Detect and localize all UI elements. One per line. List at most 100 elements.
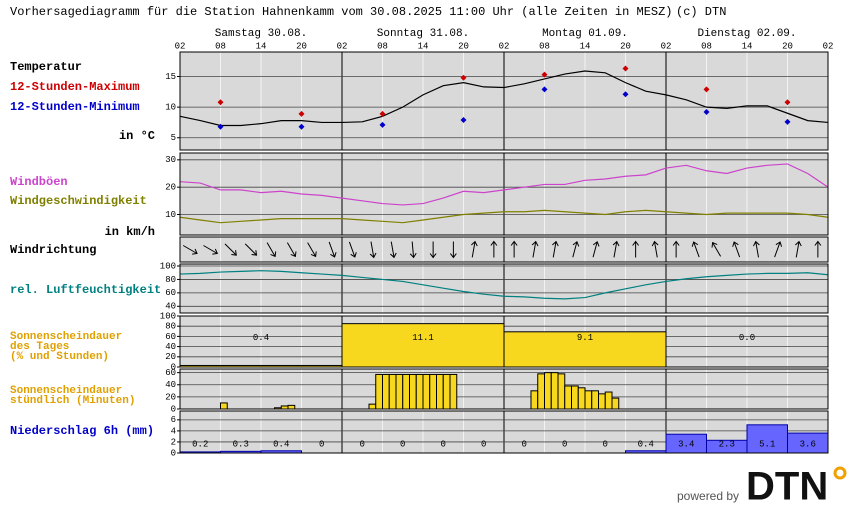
legend-label: Windgeschwindigkeit	[10, 194, 147, 208]
y-tick-label: 60	[165, 332, 176, 342]
diamond-marker	[217, 123, 224, 130]
bar	[571, 385, 579, 410]
bar	[422, 373, 431, 410]
bar	[564, 385, 572, 410]
value-label: 11.1	[412, 333, 434, 343]
panel-border	[179, 368, 829, 410]
hour-label: 02	[337, 41, 348, 51]
y-tick-label: 100	[160, 261, 176, 271]
panel-border	[179, 410, 829, 454]
hour-label: 20	[296, 41, 307, 51]
wind-arrow	[572, 240, 580, 258]
panel-label: Windrichtung	[10, 243, 96, 257]
panel-border	[179, 152, 829, 236]
y-tick-label: 0	[171, 448, 176, 458]
bar	[604, 391, 613, 410]
panel-border	[179, 236, 829, 263]
wind-arrow	[711, 241, 722, 257]
value-label: 0.3	[233, 439, 249, 449]
y-tick-label: 80	[165, 322, 176, 332]
value-label: 3.6	[800, 439, 816, 449]
diamond-marker	[217, 99, 224, 106]
series-line	[179, 70, 829, 127]
legend-label: 12-Stunden-Maximum	[10, 80, 140, 94]
panel-label: stündlich (Minuten)	[10, 395, 135, 407]
wind-arrow	[753, 240, 760, 258]
bar	[402, 373, 410, 410]
unit-label: in °C	[119, 129, 155, 143]
panel-border	[179, 51, 829, 151]
copyright: (c) DTN	[676, 5, 726, 19]
hour-label: 02	[823, 41, 834, 51]
wind-arrow	[814, 240, 822, 258]
y-tick-label: 80	[165, 275, 176, 285]
value-label: 0	[319, 439, 324, 449]
day-label: Samstag 30.08.	[215, 28, 307, 40]
wind-arrow	[369, 241, 377, 259]
series-line	[179, 163, 829, 206]
bar	[442, 373, 451, 410]
y-tick-label: 4	[171, 426, 176, 436]
panel-label: Sonnenscheindauer	[10, 331, 122, 343]
hour-label: 02	[661, 41, 672, 51]
wind-arrow	[510, 240, 518, 258]
bar	[388, 373, 397, 410]
bar	[611, 397, 620, 410]
panel-label: Sonnenscheindauer	[10, 385, 122, 397]
diamond-marker	[784, 118, 791, 125]
wind-arrow	[328, 241, 337, 258]
hour-label: 08	[377, 41, 388, 51]
y-tick-label: 60	[165, 288, 176, 298]
hour-label: 14	[256, 41, 267, 51]
panel-label: des Tages	[10, 341, 69, 353]
logo: DTN	[746, 465, 828, 509]
y-tick-label: 60	[165, 368, 176, 378]
hour-label: 20	[458, 41, 469, 51]
bar	[368, 403, 377, 410]
bar	[341, 323, 505, 368]
panel-border	[179, 315, 829, 368]
bar	[530, 390, 539, 410]
y-tick-label: 10	[165, 103, 176, 113]
diamond-marker	[622, 91, 629, 98]
wind-arrow	[691, 241, 700, 258]
y-tick-label: 20	[165, 392, 176, 402]
logo-dot	[833, 466, 847, 480]
panel-border	[179, 263, 829, 314]
wind-arrow	[409, 241, 417, 259]
diamond-marker	[784, 99, 791, 106]
value-label: 0.2	[192, 439, 208, 449]
hour-label: 14	[742, 41, 753, 51]
bar	[503, 331, 667, 368]
panel-label: (% und Stunden)	[10, 351, 109, 363]
bar	[537, 373, 545, 410]
wind-arrow	[286, 242, 297, 258]
y-tick-label: 6	[171, 415, 176, 425]
y-tick-label: 30	[165, 155, 176, 165]
bar	[375, 373, 383, 410]
y-tick-label: 0	[171, 362, 176, 372]
day-label: Montag 01.09.	[542, 28, 628, 40]
wind-arrow	[732, 241, 741, 258]
diamond-marker	[541, 71, 548, 78]
value-label: 9.1	[577, 333, 593, 343]
bar	[287, 404, 296, 410]
y-tick-label: 20	[165, 352, 176, 362]
y-tick-label: 10	[165, 210, 176, 220]
value-label: 0	[441, 439, 446, 449]
y-tick-label: 0	[171, 404, 176, 414]
wind-arrow	[531, 240, 539, 258]
wind-arrow	[774, 241, 783, 258]
diamond-marker	[298, 110, 305, 117]
hour-label: 14	[580, 41, 591, 51]
y-tick-label: 5	[171, 133, 176, 143]
diamond-marker	[379, 121, 386, 128]
wind-arrow	[612, 240, 620, 258]
title: Vorhersagediagramm für die Station Hahne…	[10, 5, 673, 19]
bar	[577, 387, 586, 410]
hour-label: 20	[620, 41, 631, 51]
hour-label: 14	[418, 41, 429, 51]
panel-label: Niederschlag 6h (mm)	[10, 424, 154, 438]
y-tick-label: 40	[165, 342, 176, 352]
hour-label: 02	[175, 41, 186, 51]
